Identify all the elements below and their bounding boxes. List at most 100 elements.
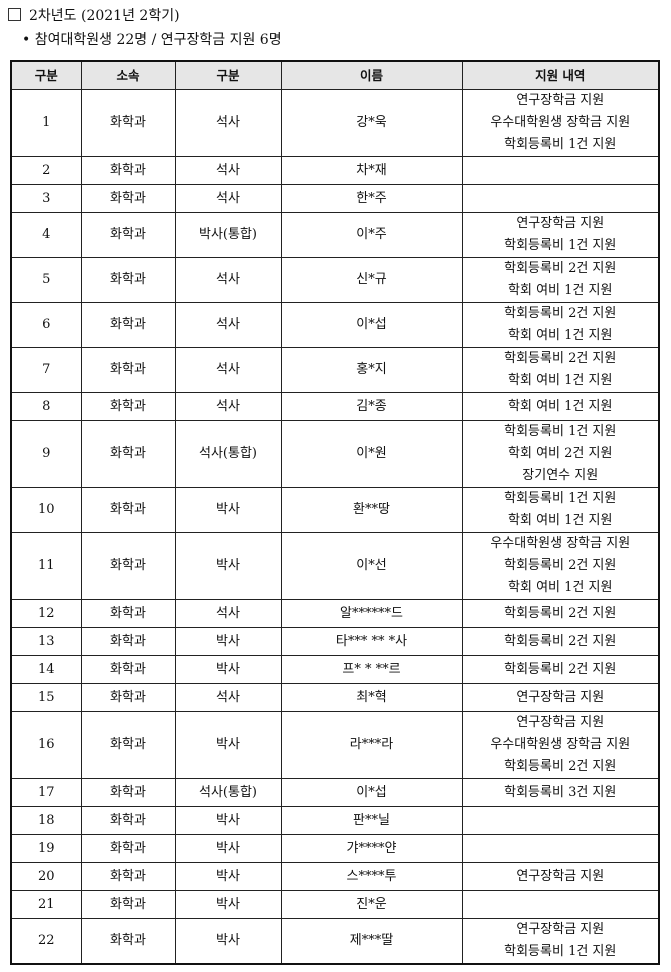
cell-dept: 화학과 — [80, 862, 176, 891]
cell-degree: 석사 — [174, 599, 282, 628]
cell-support: 학회등록비 2건 지원 — [461, 655, 660, 684]
table-row: 18 화학과 박사 판**닐 — [10, 806, 660, 835]
cell-dept: 화학과 — [80, 184, 176, 213]
cell-degree: 박사 — [174, 806, 282, 835]
cell-degree: 석사 — [174, 156, 282, 185]
table-row: 2 화학과 석사 차*재 — [10, 156, 660, 185]
cell-name: 라***라 — [280, 711, 463, 779]
cell-name: 스****투 — [280, 862, 463, 891]
cell-support: 연구장학금 지원 학회등록비 1건 지원 — [461, 212, 660, 258]
cell-name: 이*선 — [280, 532, 463, 600]
cell-degree: 박사 — [174, 487, 282, 533]
header-no: 구분 — [10, 60, 82, 90]
cell-name: 판**닐 — [280, 806, 463, 835]
cell-support: 연구장학금 지원 우수대학원생 장학금 지원 학회등록비 1건 지원 — [461, 89, 660, 157]
table-row: 9 화학과 석사(통합) 이*원 학회등록비 1건 지원 학회 여비 2건 지원 장기연수 … — [10, 420, 660, 488]
cell-no: 7 — [10, 347, 82, 393]
support-item: 장기연수 지원 — [522, 468, 599, 483]
summary-line: • 참여대학원생 22명 / 연구장학금 지원 6명 — [22, 32, 282, 48]
cell-name: 홍*지 — [280, 347, 463, 393]
cell-degree: 박사 — [174, 918, 282, 965]
heading-text: 2차년도 (2021년 2학기) — [29, 8, 180, 24]
support-item: 학회등록비 1건 지원 — [504, 491, 617, 506]
cell-no: 3 — [10, 184, 82, 213]
header-name: 이름 — [280, 60, 463, 90]
cell-name: 한*주 — [280, 184, 463, 213]
table-row: 10 화학과 박사 환**땅 학회등록비 1건 지원 학회 여비 1건 지원 — [10, 487, 660, 533]
cell-name: 제***딸 — [280, 918, 463, 965]
support-item: 학회등록비 2건 지원 — [504, 306, 617, 321]
cell-support — [461, 184, 660, 213]
cell-support — [461, 834, 660, 863]
support-item: 학회등록비 2건 지원 — [504, 661, 617, 677]
cell-support: 학회등록비 2건 지원 — [461, 627, 660, 656]
support-item: 연구장학금 지원 — [516, 689, 605, 705]
cell-no: 18 — [10, 806, 82, 835]
cell-no: 1 — [10, 89, 82, 157]
support-item: 학회등록비 1건 지원 — [504, 424, 617, 439]
cell-no: 12 — [10, 599, 82, 628]
cell-degree: 박사(통합) — [174, 212, 282, 258]
support-item: 우수대학원생 장학금 지원 — [490, 737, 631, 752]
table-row: 8 화학과 석사 김*종 학회 여비 1건 지원 — [10, 392, 660, 421]
cell-degree: 석사 — [174, 392, 282, 421]
cell-no: 17 — [10, 778, 82, 807]
cell-degree: 석사 — [174, 347, 282, 393]
table-row: 11 화학과 박사 이*선 우수대학원생 장학금 지원 학회등록비 2건 지원 학회 여비 … — [10, 532, 660, 600]
cell-support: 학회등록비 2건 지원 — [461, 599, 660, 628]
support-item: 학회등록비 2건 지원 — [504, 605, 617, 621]
table-row: 7 화학과 석사 홍*지 학회등록비 2건 지원 학회 여비 1건 지원 — [10, 347, 660, 393]
cell-dept: 화학과 — [80, 778, 176, 807]
table-row: 5 화학과 석사 신*규 학회등록비 2건 지원 학회 여비 1건 지원 — [10, 257, 660, 303]
cell-no: 13 — [10, 627, 82, 656]
cell-support: 연구장학금 지원 — [461, 862, 660, 891]
cell-no: 11 — [10, 532, 82, 600]
cell-name: 이*원 — [280, 420, 463, 488]
cell-degree: 박사 — [174, 890, 282, 919]
table-body: 1 화학과 석사 강*욱 연구장학금 지원 우수대학원생 장학금 지원 학회등록비 1건 지… — [10, 89, 660, 965]
support-item: 연구장학금 지원 — [516, 216, 605, 231]
cell-degree: 석사 — [174, 257, 282, 303]
table-row: 15 화학과 석사 최*혁 연구장학금 지원 — [10, 683, 660, 712]
header-support: 지원 내역 — [461, 60, 660, 90]
cell-dept: 화학과 — [80, 212, 176, 258]
cell-degree: 석사 — [174, 683, 282, 712]
cell-no: 14 — [10, 655, 82, 684]
cell-name: 김*종 — [280, 392, 463, 421]
table-row: 16 화학과 박사 라***라 연구장학금 지원 우수대학원생 장학금 지원 학회등록비 2… — [10, 711, 660, 779]
cell-degree: 박사 — [174, 834, 282, 863]
support-item: 학회등록비 1건 지원 — [504, 944, 617, 959]
cell-name: 이*주 — [280, 212, 463, 258]
table-row: 12 화학과 석사 알******드 학회등록비 2건 지원 — [10, 599, 660, 628]
support-item: 학회 여비 1건 지원 — [508, 398, 613, 414]
cell-name: 프* * **르 — [280, 655, 463, 684]
cell-support: 학회등록비 2건 지원 학회 여비 1건 지원 — [461, 257, 660, 303]
cell-dept: 화학과 — [80, 89, 176, 157]
cell-dept: 화학과 — [80, 532, 176, 600]
cell-support — [461, 156, 660, 185]
cell-support: 연구장학금 지원 — [461, 683, 660, 712]
cell-dept: 화학과 — [80, 627, 176, 656]
cell-support — [461, 890, 660, 919]
cell-name: 차*재 — [280, 156, 463, 185]
cell-degree: 석사(통합) — [174, 778, 282, 807]
cell-name: 환**땅 — [280, 487, 463, 533]
support-item: 연구장학금 지원 — [516, 868, 605, 884]
cell-name: 진*운 — [280, 890, 463, 919]
cell-dept: 화학과 — [80, 257, 176, 303]
support-item: 학회 여비 1건 지원 — [508, 513, 613, 528]
cell-support: 학회 여비 1건 지원 — [461, 392, 660, 421]
table-row: 14 화학과 박사 프* * **르 학회등록비 2건 지원 — [10, 655, 660, 684]
table-row: 4 화학과 박사(통합) 이*주 연구장학금 지원 학회등록비 1건 지원 — [10, 212, 660, 258]
table-row: 3 화학과 석사 한*주 — [10, 184, 660, 213]
table-header-row: 구분 소속 구분 이름 지원 내역 — [10, 60, 660, 90]
support-item: 학회 여비 2건 지원 — [508, 446, 613, 461]
support-item: 학회등록비 2건 지원 — [504, 759, 617, 774]
support-item: 학회등록비 1건 지원 — [504, 137, 617, 152]
support-item: 학회등록비 2건 지원 — [504, 261, 617, 276]
cell-no: 2 — [10, 156, 82, 185]
cell-degree: 석사 — [174, 302, 282, 348]
support-item: 우수대학원생 장학금 지원 — [490, 115, 631, 130]
table-row: 22 화학과 박사 제***딸 연구장학금 지원 학회등록비 1건 지원 — [10, 918, 660, 965]
